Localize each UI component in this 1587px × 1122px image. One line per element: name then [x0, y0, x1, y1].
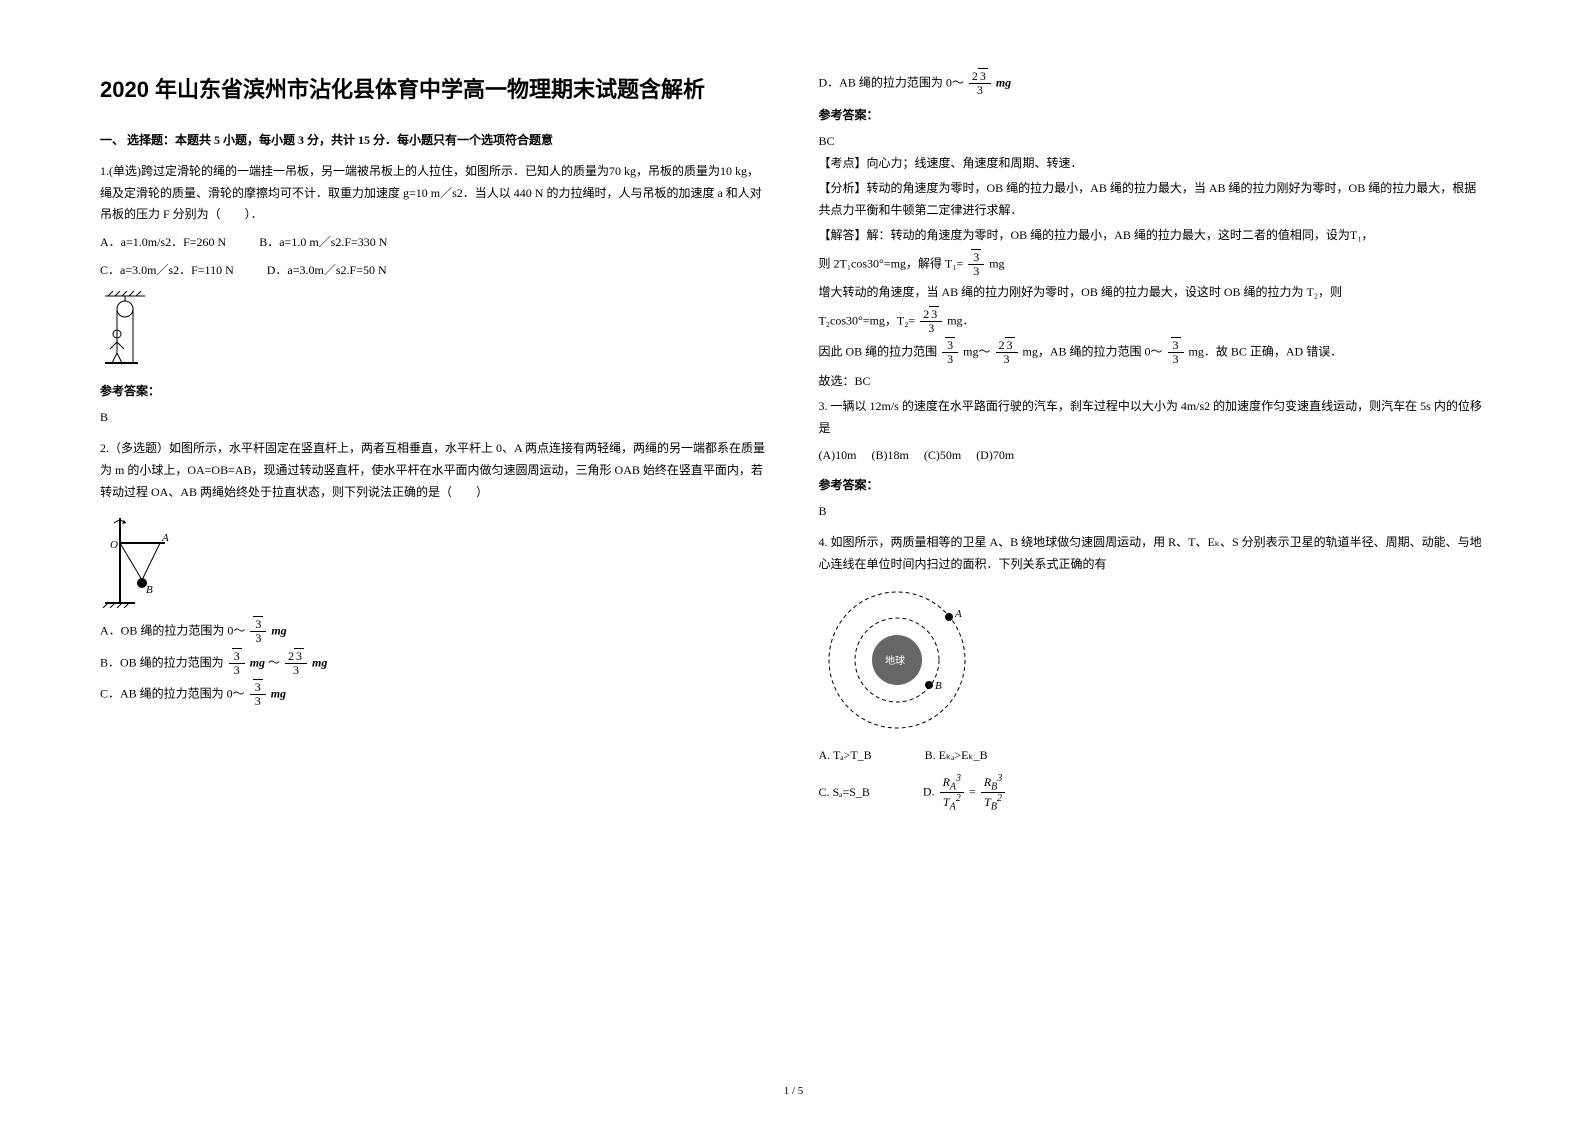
- solve-label: 【解答】: [819, 228, 867, 242]
- page-number: 1 / 5: [784, 1082, 804, 1102]
- q1-answer-label: 参考答案：: [100, 381, 769, 403]
- solve-p1-text: 解：转动的角速度为零时，OB 绳的拉力最小，AB 绳的拉力最大，这时二者的值相同…: [867, 228, 1374, 242]
- q3-opt-d: (D)70m: [976, 445, 1014, 467]
- q4-optD-pre: D.: [923, 785, 938, 799]
- q1-answer: B: [100, 407, 769, 429]
- svg-text:A: A: [161, 532, 169, 544]
- q2-optA-pre: A．OB 绳的拉力范围为 0～: [100, 624, 245, 638]
- q3-opt-b: (B)18m: [872, 445, 909, 467]
- q3-stem: 3. 一辆以 12m/s 的速度在水平路面行驶的汽车，刹车过程中以大小为 4m/…: [819, 396, 1488, 439]
- q1-options-row-1: A．a=1.0m/s2．F=260 N B．a=1.0 m／s2.F=330 N: [100, 232, 769, 254]
- section-1-header: 一、 选择题：本题共 5 小题，每小题 3 分，共计 15 分．每小题只有一个选…: [100, 130, 769, 152]
- solve-p5-c: mg，AB 绳的拉力范围 0～: [1023, 345, 1163, 359]
- q2-solve-p6: 故选：BC: [819, 371, 1488, 393]
- right-column: D．AB 绳的拉力范围为 0～ 233 mg 参考答案： BC 【考点】向心力；…: [819, 70, 1488, 1092]
- svg-text:B: B: [146, 584, 153, 596]
- exam-point-label: 【考点】: [819, 156, 867, 170]
- q2-solve-p5: 因此 OB 绳的拉力范围 33 mg～ 233 mg，AB 绳的拉力范围 0～ …: [819, 339, 1488, 366]
- q2-answer: BC: [819, 131, 1488, 153]
- q3-answer: B: [819, 501, 1488, 523]
- solve-p4-pre: T₂cos30°=mg，T₂=: [819, 313, 916, 327]
- solve-p2-post: mg: [989, 256, 1004, 270]
- solve-p5-b: mg～: [963, 345, 990, 359]
- q2-solve-p4: T₂cos30°=mg，T₂= 233 mg．: [819, 308, 1488, 335]
- q4-opt-a: A. Tₐ>T_B: [819, 745, 872, 767]
- mg-term-3: mg: [312, 655, 327, 669]
- q2-diagram-rotating-rod: O A B: [100, 513, 769, 608]
- q2-opt-c: C．AB 绳的拉力范围为 0～ 33 mg: [100, 681, 769, 708]
- q2-solve-p3: 增大转动的角速度，当 AB 绳的拉力刚好为零时，OB 绳的拉力最大，设这时 OB…: [819, 282, 1488, 304]
- q2-optB-pre: B．OB 绳的拉力范围为: [100, 655, 224, 669]
- solve-p4-post: mg．: [947, 313, 974, 327]
- solve-p5-a: 因此 OB 绳的拉力范围: [819, 345, 938, 359]
- q2-analysis: 【分析】转动的角速度为零时，OB 绳的拉力最小，AB 绳的拉力最大，当 AB 绳…: [819, 178, 1488, 221]
- q4-stem: 4. 如图所示，两质量相等的卫星 A、B 绕地球做匀速圆周运动，用 R、T、Eₖ…: [819, 532, 1488, 575]
- solve-p5-d: mg．故 BC 正确，AD 错误．: [1189, 345, 1343, 359]
- q1-opt-b: B．a=1.0 m／s2.F=330 N: [259, 232, 387, 254]
- q3-options: (A)10m (B)18m (C)50m (D)70m: [819, 445, 1488, 467]
- q4-opt-d: D. RA3TA2 = RB3TB2: [923, 773, 1007, 813]
- question-3: 3. 一辆以 12m/s 的速度在水平路面行驶的汽车，刹车过程中以大小为 4m/…: [819, 396, 1488, 522]
- q2-solve-p1: 【解答】解：转动的角速度为零时，OB 绳的拉力最小，AB 绳的拉力最大，这时二者…: [819, 225, 1488, 247]
- q1-stem: 1.(单选)跨过定滑轮的绳的一端挂一吊板，另一端被吊板上的人拉住，如图所示．已知…: [100, 161, 769, 226]
- question-1: 1.(单选)跨过定滑轮的绳的一端挂一吊板，另一端被吊板上的人拉住，如图所示．已知…: [100, 161, 769, 428]
- q2-exam-point: 【考点】向心力；线速度、角速度和周期、转速．: [819, 153, 1488, 175]
- question-4: 4. 如图所示，两质量相等的卫星 A、B 绕地球做匀速圆周运动，用 R、T、Eₖ…: [819, 532, 1488, 813]
- q4-options-row-1: A. Tₐ>T_B B. Eₖₐ>Eₖ_B: [819, 745, 1488, 767]
- q2-optD-pre: D．AB 绳的拉力范围为 0～: [819, 75, 964, 89]
- q1-options-row-2: C．a=3.0m／s2．F=110 N D．a=3.0m／s2.F=50 N: [100, 260, 769, 282]
- q2-answer-label: 参考答案：: [819, 105, 1488, 127]
- exam-point-text: 向心力；线速度、角速度和周期、转速．: [867, 156, 1083, 170]
- q4-options-row-2: C. Sₐ=S_B D. RA3TA2 = RB3TB2: [819, 773, 1488, 813]
- q2-optB-mid: ～: [268, 655, 280, 669]
- svg-text:B: B: [935, 680, 942, 692]
- q3-opt-c: (C)50m: [924, 445, 961, 467]
- analysis-text: 转动的角速度为零时，OB 绳的拉力最小，AB 绳的拉力最大，当 AB 绳的拉力刚…: [819, 181, 1477, 217]
- q2-opt-d: D．AB 绳的拉力范围为 0～ 233 mg: [819, 70, 1488, 97]
- question-2: 2.（多选题）如图所示，水平杆固定在竖直杆上，两者互相垂直，水平杆上 0、A 两…: [100, 438, 769, 708]
- page-title: 2020 年山东省滨州市沾化县体育中学高一物理期末试题含解析: [100, 70, 769, 110]
- q1-opt-a: A．a=1.0m/s2．F=260 N: [100, 232, 226, 254]
- mg-term-4: mg: [271, 686, 286, 700]
- q1-diagram-pulley: [100, 291, 769, 371]
- analysis-label: 【分析】: [819, 181, 867, 195]
- svg-text:O: O: [110, 539, 118, 551]
- left-column: 2020 年山东省滨州市沾化县体育中学高一物理期末试题含解析 一、 选择题：本题…: [100, 70, 769, 1092]
- svg-text:地球: 地球: [885, 654, 905, 667]
- q3-opt-a: (A)10m: [819, 445, 857, 467]
- q1-opt-d: D．a=3.0m／s2.F=50 N: [267, 260, 387, 282]
- solve-p2-pre: 则 2T₁cos30°=mg，解得 T₁=: [819, 256, 964, 270]
- q4-opt-c: C. Sₐ=S_B: [819, 782, 870, 804]
- q2-solve-p2: 则 2T₁cos30°=mg，解得 T₁= 33 mg: [819, 251, 1488, 278]
- svg-text:A: A: [954, 608, 962, 620]
- q4-opt-b: B. Eₖₐ>Eₖ_B: [925, 745, 988, 767]
- mg-term-5: mg: [996, 75, 1011, 89]
- q2-opt-b: B．OB 绳的拉力范围为 33 mg ～ 233 mg: [100, 650, 769, 677]
- q2-opt-a: A．OB 绳的拉力范围为 0～ 33 mg: [100, 618, 769, 645]
- q2-stem: 2.（多选题）如图所示，水平杆固定在竖直杆上，两者互相垂直，水平杆上 0、A 两…: [100, 438, 769, 503]
- q4-diagram-orbits: 地球 B A: [819, 585, 1488, 735]
- q3-answer-label: 参考答案：: [819, 475, 1488, 497]
- mg-term: mg: [271, 624, 286, 638]
- q1-opt-c: C．a=3.0m／s2．F=110 N: [100, 260, 234, 282]
- q2-optC-pre: C．AB 绳的拉力范围为 0～: [100, 686, 245, 700]
- mg-term-2: mg: [250, 655, 265, 669]
